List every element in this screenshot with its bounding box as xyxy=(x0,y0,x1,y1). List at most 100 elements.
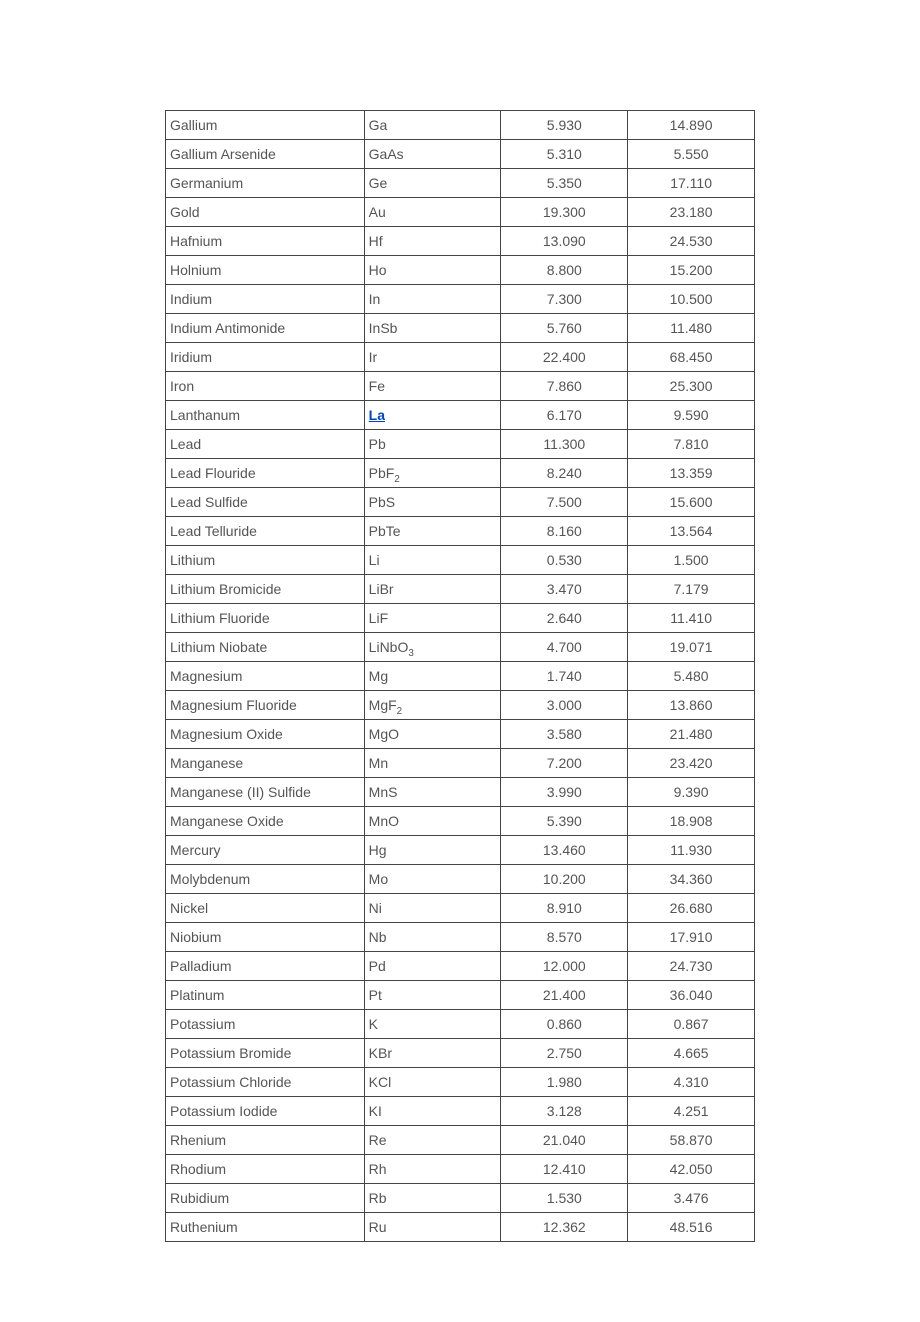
symbol-subscript: 2 xyxy=(394,474,399,485)
material-name: Iron xyxy=(166,372,365,401)
symbol-text: MgF xyxy=(369,697,397,713)
value-1: 7.200 xyxy=(501,749,628,778)
table-row: LithiumLi0.5301.500 xyxy=(166,546,755,575)
material-name: Lead Sulfide xyxy=(166,488,365,517)
table-row: Magnesium OxideMgO3.58021.480 xyxy=(166,720,755,749)
material-name: Nickel xyxy=(166,894,365,923)
table-row: PotassiumK0.8600.867 xyxy=(166,1010,755,1039)
symbol-text: Ru xyxy=(369,1219,387,1235)
material-symbol: Ho xyxy=(364,256,501,285)
material-name: Rubidium xyxy=(166,1184,365,1213)
value-1: 12.000 xyxy=(501,952,628,981)
table-row: IridiumIr22.40068.450 xyxy=(166,343,755,372)
material-name: Potassium xyxy=(166,1010,365,1039)
table-row: Lithium NiobateLiNbO34.70019.071 xyxy=(166,633,755,662)
value-2: 23.420 xyxy=(628,749,755,778)
symbol-text: MnO xyxy=(369,813,399,829)
table-row: Indium AntimonideInSb5.76011.480 xyxy=(166,314,755,343)
value-2: 4.665 xyxy=(628,1039,755,1068)
symbol-text: KI xyxy=(369,1103,382,1119)
symbol-text: Hf xyxy=(369,233,383,249)
value-2: 3.476 xyxy=(628,1184,755,1213)
table-row: ManganeseMn 7.20023.420 xyxy=(166,749,755,778)
material-name: Magnesium Fluoride xyxy=(166,691,365,720)
material-name: Lithium Fluoride xyxy=(166,604,365,633)
material-name: Gallium Arsenide xyxy=(166,140,365,169)
symbol-text: Mn xyxy=(369,755,388,771)
table-row: NickelNi8.91026.680 xyxy=(166,894,755,923)
value-2: 11.480 xyxy=(628,314,755,343)
value-2: 9.390 xyxy=(628,778,755,807)
value-1: 4.700 xyxy=(501,633,628,662)
material-name: Manganese xyxy=(166,749,365,778)
value-1: 3.580 xyxy=(501,720,628,749)
material-name: Potassium Chloride xyxy=(166,1068,365,1097)
value-1: 11.300 xyxy=(501,430,628,459)
table-row: GoldAu19.30023.180 xyxy=(166,198,755,227)
symbol-text: Rh xyxy=(369,1161,387,1177)
value-2: 5.480 xyxy=(628,662,755,691)
material-name: Ruthenium xyxy=(166,1213,365,1242)
value-2: 36.040 xyxy=(628,981,755,1010)
value-1: 6.170 xyxy=(501,401,628,430)
value-1: 5.390 xyxy=(501,807,628,836)
value-1: 10.200 xyxy=(501,865,628,894)
table-row: Lead SulfidePbS7.50015.600 xyxy=(166,488,755,517)
table-row: MolybdenumMo10.20034.360 xyxy=(166,865,755,894)
material-symbol: Rb xyxy=(364,1184,501,1213)
material-symbol: Nb xyxy=(364,923,501,952)
symbol-text: Ho xyxy=(369,262,387,278)
symbol-text: Au xyxy=(369,204,386,220)
material-symbol: MnO xyxy=(364,807,501,836)
symbol-text: PbF xyxy=(369,465,395,481)
material-name: Lead Telluride xyxy=(166,517,365,546)
symbol-text: In xyxy=(369,291,381,307)
material-name: Mercury xyxy=(166,836,365,865)
material-name: Lead Flouride xyxy=(166,459,365,488)
value-1: 8.910 xyxy=(501,894,628,923)
material-symbol: Re xyxy=(364,1126,501,1155)
table-row: Manganese OxideMnO5.39018.908 xyxy=(166,807,755,836)
value-2: 68.450 xyxy=(628,343,755,372)
table-row: Gallium ArsenideGaAs5.3105.550 xyxy=(166,140,755,169)
symbol-text: Ni xyxy=(369,900,382,916)
value-1: 7.300 xyxy=(501,285,628,314)
value-2: 42.050 xyxy=(628,1155,755,1184)
material-symbol: Mn xyxy=(364,749,501,778)
value-1: 0.530 xyxy=(501,546,628,575)
value-2: 10.500 xyxy=(628,285,755,314)
value-1: 5.350 xyxy=(501,169,628,198)
value-1: 2.750 xyxy=(501,1039,628,1068)
value-2: 25.300 xyxy=(628,372,755,401)
material-name: Potassium Iodide xyxy=(166,1097,365,1126)
table-row: HafniumHf13.09024.530 xyxy=(166,227,755,256)
table-row: Magnesium FluorideMgF23.00013.860 xyxy=(166,691,755,720)
symbol-text: InSb xyxy=(369,320,398,336)
symbol-text: Ge xyxy=(369,175,388,191)
value-2: 13.564 xyxy=(628,517,755,546)
material-symbol: Rh xyxy=(364,1155,501,1184)
table-row: Lead FlouridePbF28.24013.359 xyxy=(166,459,755,488)
symbol-subscript: 2 xyxy=(397,706,402,717)
value-1: 1.980 xyxy=(501,1068,628,1097)
symbol-text: Rb xyxy=(369,1190,387,1206)
material-symbol: Ge xyxy=(364,169,501,198)
material-symbol: PbS xyxy=(364,488,501,517)
value-2: 1.500 xyxy=(628,546,755,575)
material-symbol: Au xyxy=(364,198,501,227)
value-1: 21.040 xyxy=(501,1126,628,1155)
symbol-text: K xyxy=(369,1016,378,1032)
table-row: Lithium BromicideLiBr3.4707.179 xyxy=(166,575,755,604)
symbol-text: La xyxy=(369,407,385,423)
material-symbol: Ru xyxy=(364,1213,501,1242)
material-symbol[interactable]: La xyxy=(364,401,501,430)
value-1: 8.160 xyxy=(501,517,628,546)
material-name: Gallium xyxy=(166,111,365,140)
symbol-text: KBr xyxy=(369,1045,392,1061)
value-1: 1.740 xyxy=(501,662,628,691)
value-1: 8.570 xyxy=(501,923,628,952)
material-symbol: MnS xyxy=(364,778,501,807)
table-row: HolniumHo8.80015.200 xyxy=(166,256,755,285)
material-name: Lithium Bromicide xyxy=(166,575,365,604)
table-row: MagnesiumMg1.7405.480 xyxy=(166,662,755,691)
